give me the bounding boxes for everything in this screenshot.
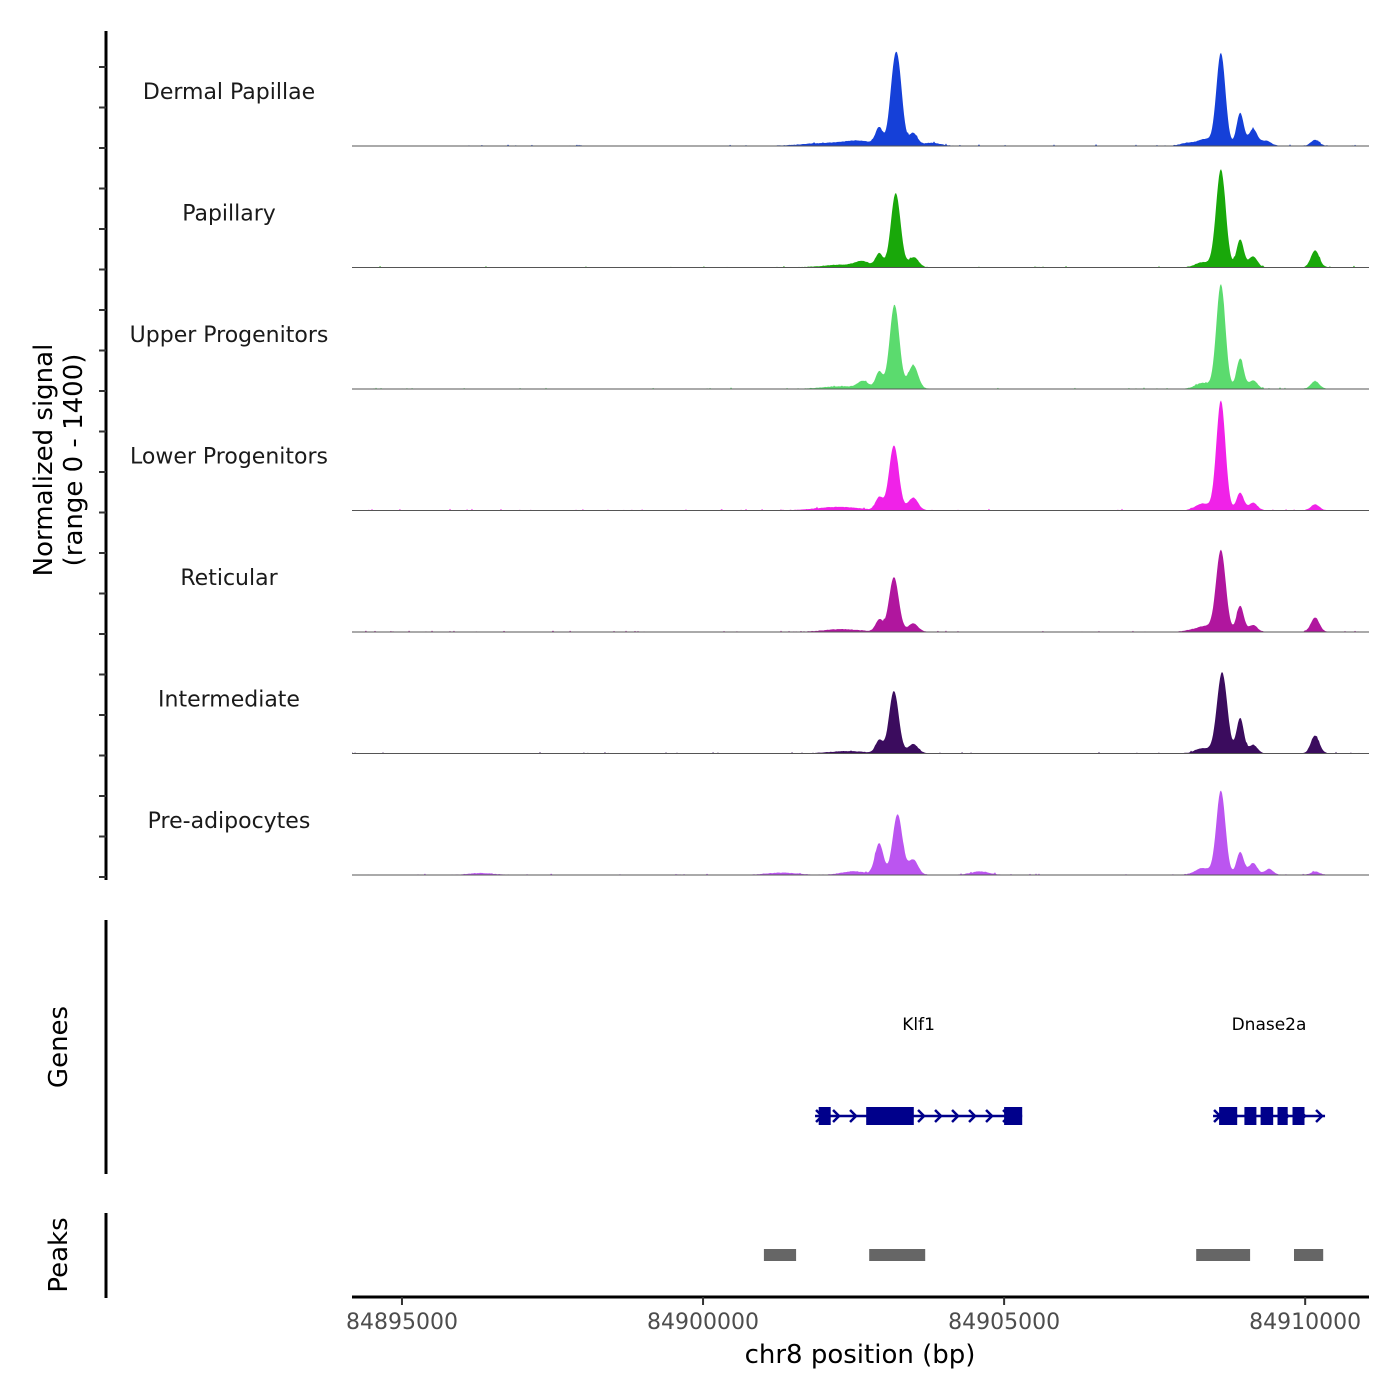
signal-tracks: Dermal Papillae Papillary Upper Progenitor… — [130, 51, 1369, 876]
signal-area — [352, 51, 1369, 146]
gene-exon — [1004, 1107, 1023, 1125]
track-reticular: Reticular — [180, 549, 1369, 633]
gene-exon — [1244, 1107, 1257, 1125]
signal-area — [352, 169, 1369, 268]
strand-arrow-icon — [951, 1109, 960, 1123]
track-lower-progenitors: Lower Progenitors — [130, 400, 1369, 511]
strand-arrow-icon — [985, 1109, 994, 1123]
signal-area — [352, 671, 1369, 754]
strand-arrow-icon — [1315, 1109, 1324, 1123]
track-label: Upper Progenitors — [130, 323, 329, 348]
x-axis-ticks: 84895000 84900000 84905000 84910000 — [346, 1297, 1361, 1335]
y-axis-title-line2: (range 0 - 1400) — [59, 354, 89, 567]
gene-exon — [1219, 1107, 1238, 1125]
peaks-track-title: Peaks — [44, 1217, 74, 1292]
track-pre-adipocytes: Pre-adipocytes — [148, 790, 1369, 876]
gene-exon — [1292, 1107, 1305, 1125]
strand-arrow-icon — [832, 1109, 841, 1123]
strand-arrow-icon — [934, 1109, 943, 1123]
x-tick-label: 84900000 — [647, 1310, 759, 1335]
x-tick-label: 84895000 — [346, 1310, 458, 1335]
signal-area — [352, 284, 1369, 389]
gene-exon — [818, 1107, 831, 1125]
track-label: Papillary — [182, 202, 276, 227]
peaks-track — [763, 1249, 1324, 1261]
strand-arrow-icon — [968, 1109, 977, 1123]
signal-y-ticks — [99, 66, 106, 878]
track-upper-progenitors: Upper Progenitors — [130, 284, 1369, 390]
peak-region — [763, 1249, 797, 1261]
track-dermal-papillae: Dermal Papillae — [143, 51, 1369, 147]
signal-area — [352, 790, 1369, 875]
track-label: Dermal Papillae — [143, 80, 315, 105]
track-label: Lower Progenitors — [130, 445, 328, 470]
gene-dnase2a: Dnase2a — [1213, 1015, 1326, 1125]
peak-region — [869, 1249, 926, 1261]
track-label: Intermediate — [158, 688, 300, 713]
gene-exon — [1277, 1107, 1288, 1125]
y-axis-title-line1: Normalized signal — [29, 344, 59, 577]
peak-region — [1196, 1249, 1251, 1261]
peak-region — [1294, 1249, 1324, 1261]
genes-track: Klf1 Dnase2a — [815, 1015, 1326, 1125]
strand-arrow-icon — [917, 1109, 926, 1123]
track-papillary: Papillary — [182, 169, 1369, 268]
x-tick-label: 84905000 — [948, 1310, 1060, 1335]
gene-exon — [1260, 1107, 1274, 1125]
track-label: Pre-adipocytes — [148, 809, 311, 834]
gene-label: Klf1 — [902, 1015, 935, 1035]
genes-track-title: Genes — [44, 1006, 74, 1088]
gene-klf1: Klf1 — [815, 1015, 1023, 1125]
gene-exon — [866, 1107, 914, 1125]
strand-arrow-icon — [849, 1109, 858, 1123]
track-intermediate: Intermediate — [158, 671, 1369, 754]
x-axis-title: chr8 position (bp) — [745, 1340, 976, 1370]
gene-label: Dnase2a — [1232, 1015, 1307, 1035]
signal-area — [352, 400, 1369, 511]
track-label: Reticular — [180, 566, 278, 591]
x-tick-label: 84910000 — [1249, 1310, 1361, 1335]
signal-area — [352, 549, 1369, 632]
